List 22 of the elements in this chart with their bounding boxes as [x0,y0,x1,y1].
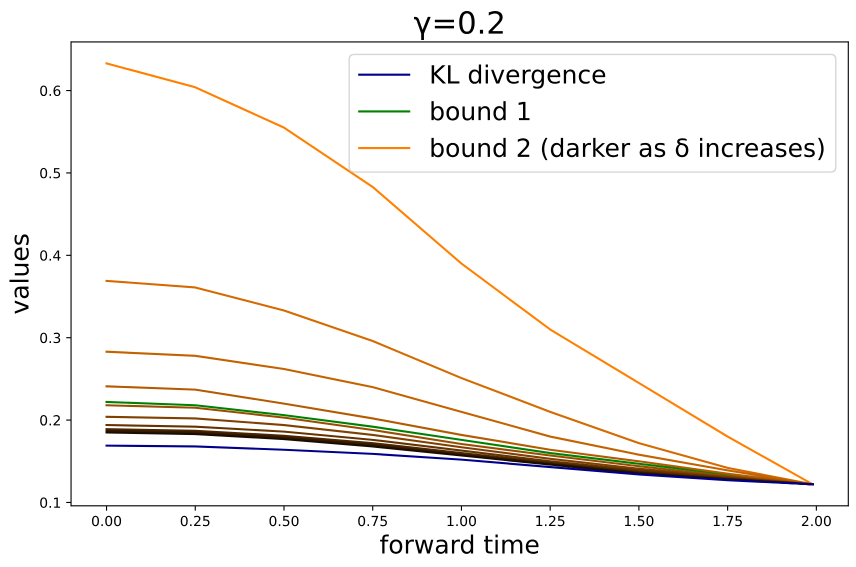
y-tick-label: 0.1 [40,497,60,508]
line-series [105,444,814,486]
y-tick-label: 0.3 [40,332,60,344]
y-tick-label: 0.2 [40,415,60,426]
legend-label: bound 1 [431,101,530,121]
y-tick-label: 0.5 [40,168,60,178]
x-tick-label: 1.75 [714,516,742,526]
chart-title: γ=0.2 [414,10,503,40]
y-tick-label: 0.4 [40,250,61,261]
legend-label: bound 2 (darker as δ increases) [431,138,824,160]
x-axis-title: forward time [380,534,538,554]
x-tick-label: 0.00 [92,516,122,526]
x-tick-label: 0.75 [358,516,387,526]
x-tick-label: 1.25 [536,516,564,526]
x-tick-label: 1.00 [448,516,476,526]
x-tick-label: 0.50 [269,516,299,526]
x-tick-label: 2.00 [802,516,831,526]
y-axis-title: values [9,234,29,314]
y-tick-label: 0.6 [40,86,60,96]
legend-label: KL divergence [432,64,606,89]
x-tick-label: 1.50 [624,516,654,526]
x-tick-label: 0.25 [180,516,210,526]
